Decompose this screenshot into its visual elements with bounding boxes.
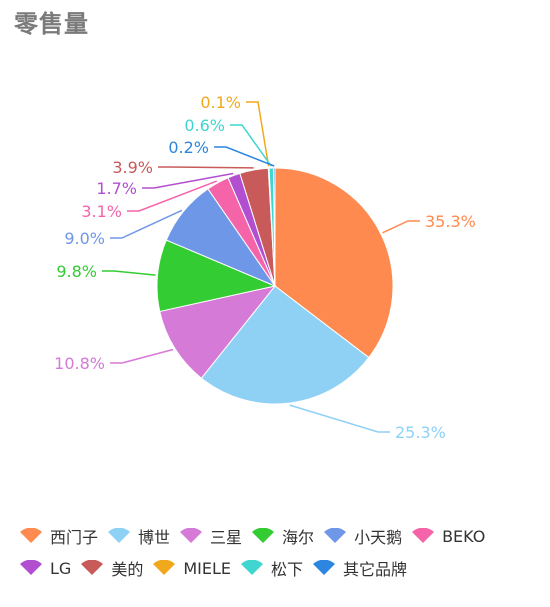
slice-label-0: 35.3% <box>425 212 476 231</box>
legend-fan-icon <box>324 528 347 543</box>
slice-label-6: 1.7% <box>96 179 137 198</box>
leader-line-10 <box>214 146 275 167</box>
legend-item-2[interactable]: 三星 <box>178 524 242 548</box>
legend-label: 其它品牌 <box>343 560 408 579</box>
legend: 西门子 博世 三星 海尔 小天鹅 BEKO LG 美的 MIELE 松下 其它品牌 <box>18 520 538 584</box>
legend-label: 海尔 <box>282 528 315 547</box>
legend-fan-icon <box>252 528 275 543</box>
leader-line-8 <box>246 101 270 167</box>
legend-item-4[interactable]: 小天鹅 <box>322 524 402 548</box>
legend-fan-icon <box>412 528 435 543</box>
pie-slice-0[interactable] <box>274 167 394 359</box>
slice-label-4: 9.0% <box>64 229 105 248</box>
pie-slice-1[interactable] <box>200 285 370 405</box>
legend-item-5[interactable]: BEKO <box>410 527 485 546</box>
legend-label: LG <box>50 558 72 578</box>
legend-label: 小天鹅 <box>354 528 403 547</box>
leader-line-5 <box>127 180 218 212</box>
slice-label-8: 0.1% <box>200 93 241 112</box>
legend-item-3[interactable]: 海尔 <box>250 524 314 548</box>
legend-fan-icon <box>180 528 203 543</box>
leader-line-4 <box>110 209 183 239</box>
legend-label: 松下 <box>270 560 303 579</box>
legend-item-6[interactable]: LG <box>18 559 71 578</box>
slice-label-10: 0.2% <box>168 138 209 157</box>
leader-line-3 <box>102 270 156 276</box>
legend-item-8[interactable]: MIELE <box>151 559 231 578</box>
legend-fan-icon <box>313 560 335 575</box>
legend-item-1[interactable]: 博世 <box>106 524 170 548</box>
legend-label: 博世 <box>138 528 171 547</box>
slice-label-5: 3.1% <box>81 202 122 221</box>
leader-line-7 <box>158 166 254 169</box>
leader-line-9 <box>230 124 272 167</box>
legend-label: 三星 <box>210 528 243 547</box>
leader-line-0 <box>382 220 420 234</box>
legend-fan-icon <box>81 560 104 575</box>
leader-line-1 <box>289 404 390 433</box>
legend-label: BEKO <box>442 526 486 546</box>
leader-line-2 <box>110 348 174 364</box>
leader-line-6 <box>142 172 234 189</box>
legend-fan-icon <box>20 560 42 575</box>
legend-fan-icon <box>108 528 131 543</box>
legend-item-0[interactable]: 西门子 <box>18 524 98 548</box>
legend-item-10[interactable]: 其它品牌 <box>311 556 407 580</box>
pie-slice-10[interactable] <box>273 167 276 287</box>
legend-label: 美的 <box>111 560 144 579</box>
legend-fan-icon <box>240 560 263 575</box>
slice-label-2: 10.8% <box>54 354 105 373</box>
legend-fan-icon <box>20 528 42 543</box>
pie-slice-3[interactable] <box>156 239 277 313</box>
page-title: 零售量 <box>14 10 89 38</box>
legend-item-9[interactable]: 松下 <box>239 556 303 580</box>
legend-label: 西门子 <box>50 528 99 547</box>
slice-label-3: 9.8% <box>56 262 97 281</box>
slice-label-7: 3.9% <box>112 158 153 177</box>
legend-label: MIELE <box>183 558 231 578</box>
pie-slice-2[interactable] <box>159 285 277 379</box>
legend-item-7[interactable]: 美的 <box>79 556 143 580</box>
slice-label-1: 25.3% <box>395 423 446 442</box>
legend-fan-icon <box>153 560 176 575</box>
pie-chart: 35.3% 25.3% 10.8% 9.8% 9.0% 3.1% 1.7% 3.9% 0.1% 0… <box>54 93 476 442</box>
slice-label-9: 0.6% <box>184 116 225 135</box>
